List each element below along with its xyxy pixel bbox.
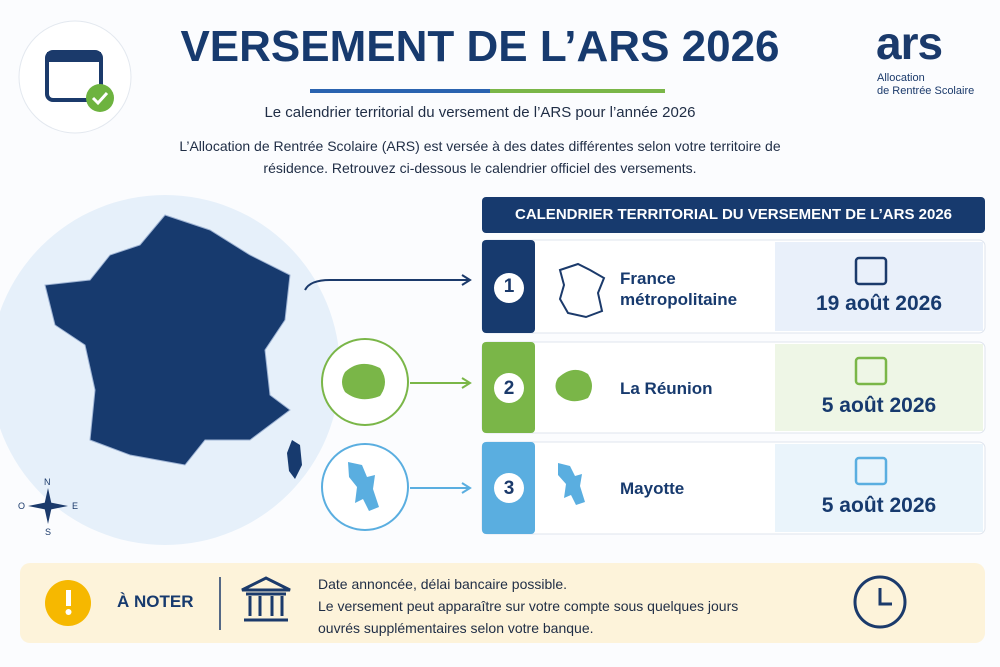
- rows: [481, 239, 986, 535]
- warning-dot: [65, 609, 72, 615]
- territory: La Réunion: [620, 379, 713, 398]
- payment-date: 5 août 2026: [821, 494, 937, 517]
- reunion-icon: [555, 369, 592, 402]
- mayotte-map: [348, 462, 379, 511]
- france-map: [44, 214, 291, 466]
- clock-icon: [853, 575, 907, 629]
- compass-label: S: [45, 527, 52, 537]
- arrow-head: [461, 274, 472, 286]
- territory: Mayotte: [620, 479, 685, 498]
- compass-label: N: [44, 477, 51, 487]
- note-box: [20, 563, 985, 643]
- number-circle: [494, 473, 524, 503]
- row-number: 2: [503, 378, 515, 399]
- calendar-icon-top: [47, 52, 101, 62]
- table-heading-bar: [482, 197, 985, 233]
- number-circle: [494, 373, 524, 403]
- compass-label: O: [18, 501, 26, 511]
- clock-hands: [878, 588, 892, 606]
- territory: France métropolitaine: [620, 269, 738, 309]
- compass-rose: [28, 488, 68, 524]
- logo-mark: ars: [876, 17, 943, 69]
- arrow: [410, 377, 472, 389]
- note-line: ouvrés supplémentaires selon votre banqu…: [318, 620, 594, 636]
- icon-circle: [18, 20, 132, 134]
- row-number: 3: [503, 478, 515, 499]
- check-mark: [91, 91, 109, 106]
- check-badge: [86, 84, 114, 112]
- title: VERSEMENT DE L’ARS 2026: [180, 22, 780, 71]
- title-rule-blue: [310, 89, 490, 93]
- payment-date: 5 août 2026: [821, 394, 937, 417]
- compass-label: E: [72, 501, 79, 511]
- date-box: [775, 242, 983, 331]
- title-rule-green: [490, 89, 665, 93]
- table-heading: CALENDRIER TERRITORIAL DU VERSEMENT DE L…: [514, 206, 952, 223]
- calendar-icon: [854, 256, 888, 286]
- logo-line: de Rentrée Scolaire: [877, 85, 975, 97]
- warning-mark: [66, 590, 71, 606]
- number-circle: [494, 273, 524, 303]
- corsica: [287, 440, 302, 479]
- intro: L’Allocation de Rentrée Scolaire (ARS) e…: [179, 138, 781, 176]
- calendar-icon: [854, 456, 888, 486]
- row-number: 1: [503, 276, 515, 297]
- payment-date: 19 août 2026: [815, 292, 943, 315]
- subtitle: Le calendrier territorial du versement d…: [264, 104, 696, 121]
- calendar-icon: [854, 356, 888, 386]
- mayotte-icon: [558, 463, 585, 505]
- bank-icon: [241, 576, 291, 622]
- arrow: [304, 279, 468, 291]
- france-outline: [558, 262, 606, 319]
- arrow: [410, 482, 472, 494]
- reunion-map: [342, 363, 385, 400]
- note-line: Le versement peut apparaître sur votre c…: [318, 598, 739, 614]
- note-text: Date annoncée, délai bancaire possible. L…: [318, 573, 738, 639]
- note-line: Date annoncée, délai bancaire possible.: [318, 576, 568, 592]
- note-label: À NOTER: [117, 592, 194, 611]
- logo-line: Allocation: [877, 72, 925, 84]
